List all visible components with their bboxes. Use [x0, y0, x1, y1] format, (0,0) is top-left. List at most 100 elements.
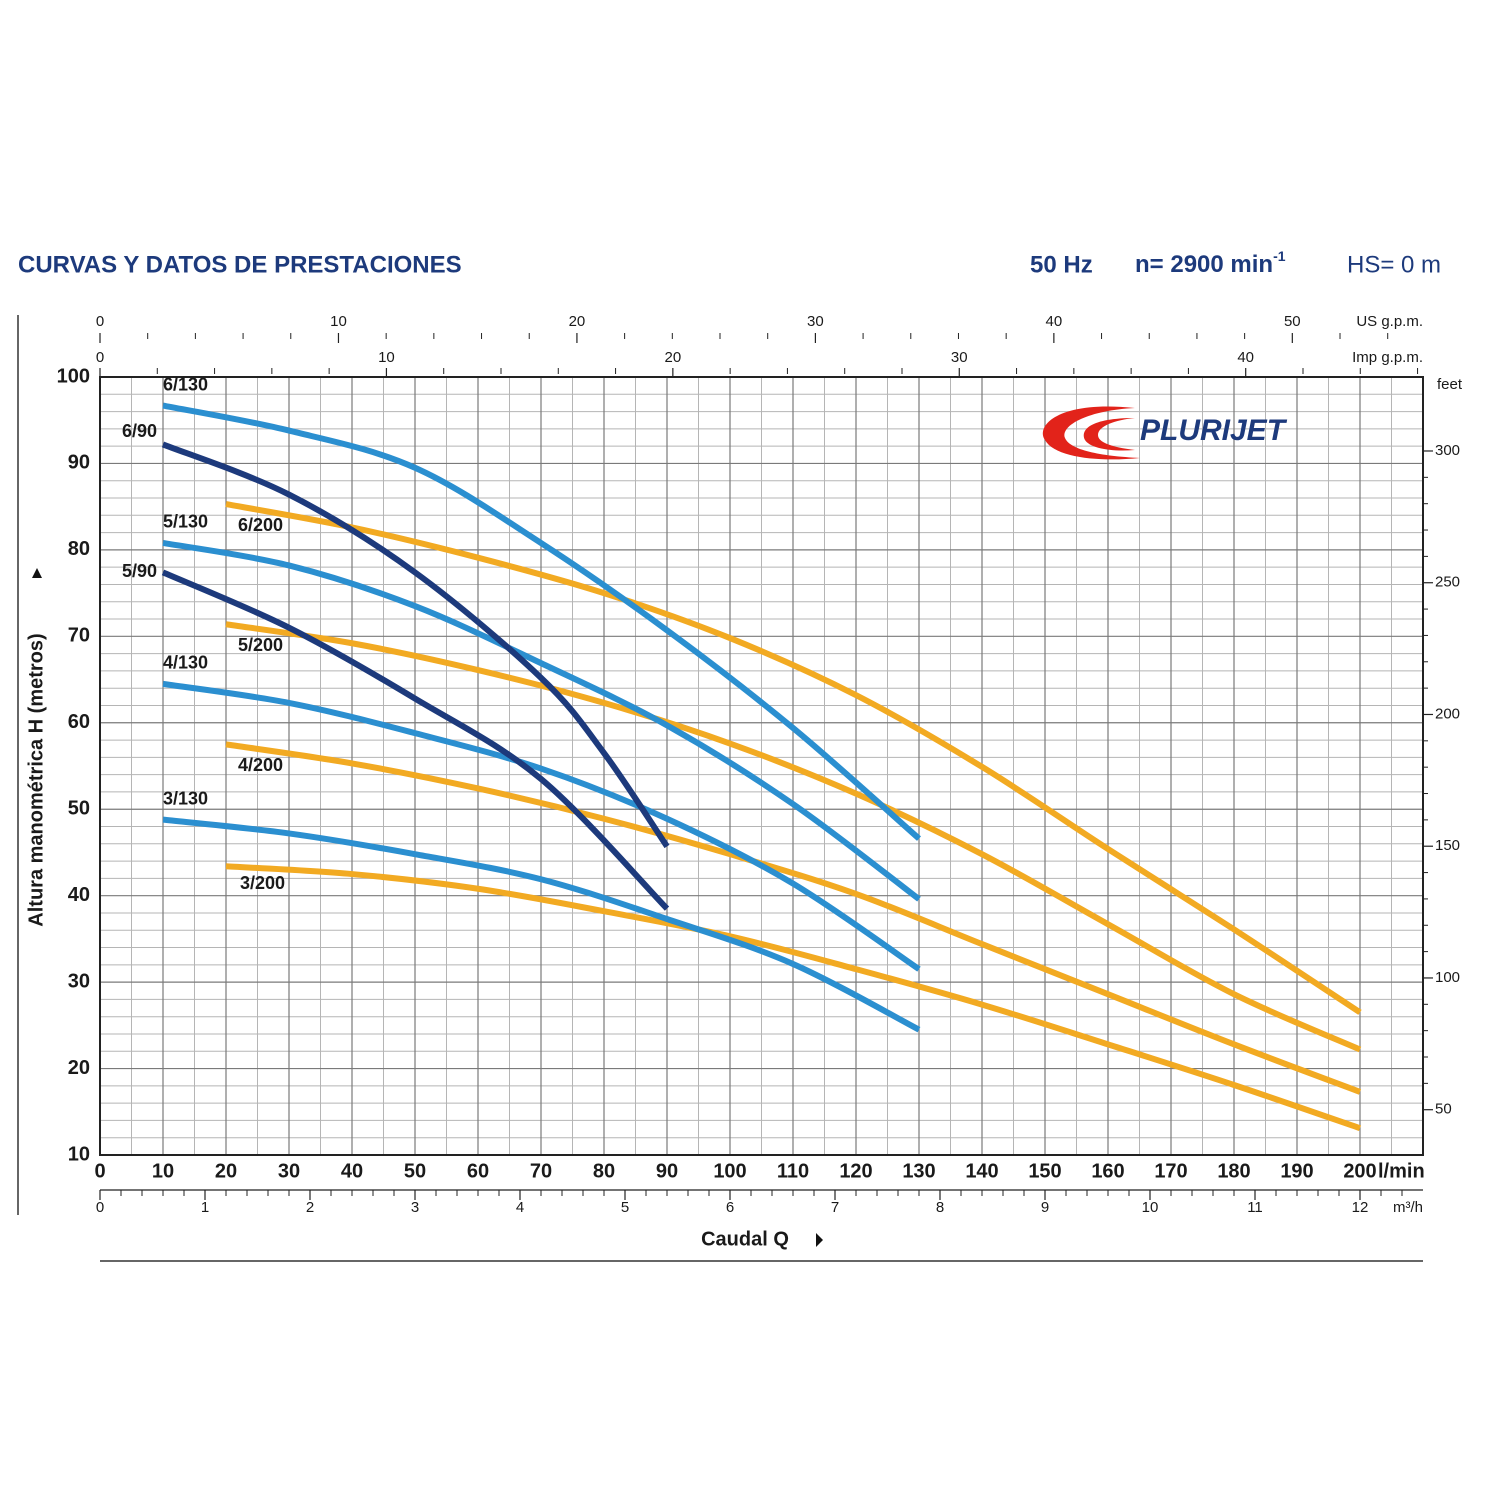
- y-tick-label: 70: [68, 625, 90, 647]
- curve: [162, 680, 921, 972]
- secondary-tick-label: 4: [516, 1199, 524, 1216]
- speed: n= 2900 min-1: [1135, 248, 1286, 279]
- secondary-tick-label: 10: [1142, 1199, 1159, 1216]
- secondary-tick-label: 11: [1247, 1199, 1263, 1216]
- x-tick-label: 180: [1217, 1160, 1250, 1182]
- secondary-tick-label: 20: [665, 349, 682, 366]
- x-tick-label: 150: [1028, 1160, 1061, 1182]
- x-tick-label: 40: [341, 1160, 363, 1182]
- series-label: 5/130: [163, 512, 208, 532]
- x-unit: l/min: [1378, 1160, 1425, 1182]
- secondary-tick-label: 50: [1284, 313, 1301, 330]
- x-tick-label: 80: [593, 1160, 615, 1182]
- secondary-tick-label: 0: [96, 1199, 104, 1216]
- x-tick-label: 50: [404, 1160, 426, 1182]
- curve: [225, 501, 1362, 1015]
- logo-swoosh: [1083, 418, 1135, 451]
- y2-tick-label: 100: [1435, 969, 1460, 986]
- secondary-axis-label: Imp g.p.m.: [1352, 349, 1423, 366]
- secondary-axis-label: m³/h: [1393, 1199, 1423, 1216]
- frequency: 50 Hz: [1030, 251, 1093, 278]
- grid: [99, 376, 1423, 1156]
- curve: [162, 540, 921, 902]
- speed-exponent: -1: [1273, 248, 1286, 264]
- x-tick-label: 0: [94, 1160, 105, 1182]
- secondary-tick-label: 9: [1041, 1199, 1049, 1216]
- curve: [225, 741, 1362, 1095]
- y-arrow: [32, 568, 42, 578]
- secondary-tick-label: 2: [306, 1199, 314, 1216]
- curve: [161, 569, 670, 911]
- series-label: 5/90: [122, 561, 157, 581]
- series-label: 6/130: [163, 374, 208, 394]
- y-tick-label: 60: [68, 711, 90, 733]
- x-tick-label: 60: [467, 1160, 489, 1182]
- secondary-tick-label: 7: [831, 1199, 839, 1216]
- secondary-tick-label: 3: [411, 1199, 419, 1216]
- secondary-tick-label: 40: [1046, 313, 1063, 330]
- plot-frame: [99, 376, 1424, 1156]
- logo-text: PLURIJET: [1140, 414, 1288, 447]
- suction: HS= 0 m: [1347, 251, 1441, 278]
- x-tick-label: 170: [1154, 1160, 1187, 1182]
- x-tick-label: 30: [278, 1160, 300, 1182]
- curve: [161, 441, 670, 849]
- series-label: 3/200: [240, 873, 285, 893]
- series-label: 3/130: [163, 788, 208, 808]
- x-tick-label: 90: [656, 1160, 678, 1182]
- secondary-axis-label: US g.p.m.: [1356, 313, 1423, 330]
- y2-axis-label: feet: [1437, 376, 1463, 393]
- curve: [225, 621, 1362, 1053]
- series-label: 5/200: [238, 635, 283, 655]
- secondary-tick-label: 6: [726, 1199, 734, 1216]
- y-tick-label: 40: [68, 884, 90, 906]
- x-axis-label: Caudal Q: [701, 1228, 789, 1250]
- x-tick-label: 190: [1280, 1160, 1313, 1182]
- secondary-tick-label: 10: [378, 349, 395, 366]
- secondary-tick-label: 8: [936, 1199, 944, 1216]
- secondary-tick-label: 12: [1352, 1199, 1369, 1216]
- y-axis-label: Altura manométrica H (metros): [25, 633, 47, 926]
- secondary-tick-label: 10: [330, 313, 347, 330]
- x-tick-label: 70: [530, 1160, 552, 1182]
- secondary-tick-label: 0: [96, 313, 104, 330]
- y-tick-label: 50: [68, 798, 90, 820]
- y2-tick-label: 250: [1435, 574, 1460, 591]
- curve: [162, 402, 921, 841]
- y2-tick-label: 50: [1435, 1101, 1452, 1118]
- y-tick-label: 80: [68, 538, 90, 560]
- x-tick-label: 130: [902, 1160, 935, 1182]
- x-tick-label: 120: [839, 1160, 872, 1182]
- speed-text: n= 2900 min: [1135, 251, 1273, 278]
- x-arrow: [816, 1233, 823, 1247]
- logo-swoosh: [1042, 406, 1140, 460]
- y-tick-label: 20: [68, 1057, 90, 1079]
- y2-tick-label: 150: [1435, 837, 1460, 854]
- x-tick-label: 200: [1343, 1160, 1376, 1182]
- x-tick-label: 20: [215, 1160, 237, 1182]
- curve: [225, 863, 1361, 1132]
- x-tick-label: 140: [965, 1160, 998, 1182]
- x-tick-label: 110: [777, 1160, 809, 1182]
- logo: PLURIJET: [1042, 406, 1288, 460]
- secondary-tick-label: 0: [96, 349, 104, 366]
- x-tick-label: 100: [713, 1160, 746, 1182]
- curve: [162, 816, 921, 1033]
- series-label: 4/130: [163, 653, 208, 673]
- secondary-tick-label: 20: [569, 313, 586, 330]
- curves: [161, 402, 1362, 1132]
- secondary-tick-label: 1: [201, 1199, 209, 1216]
- secondary-tick-label: 30: [807, 313, 824, 330]
- y-tick-label: 30: [68, 970, 90, 992]
- y-tick-label: 90: [68, 452, 90, 474]
- series-label: 6/90: [122, 421, 157, 441]
- y2-tick-label: 200: [1435, 705, 1460, 722]
- x-tick-label: 10: [152, 1160, 174, 1182]
- series-label: 4/200: [238, 755, 283, 775]
- y-tick-label: 10: [68, 1143, 90, 1165]
- secondary-tick-label: 30: [951, 349, 968, 366]
- series-label: 6/200: [238, 515, 283, 535]
- x-tick-label: 160: [1091, 1160, 1124, 1182]
- chart-title: CURVAS Y DATOS DE PRESTACIONES: [18, 251, 462, 278]
